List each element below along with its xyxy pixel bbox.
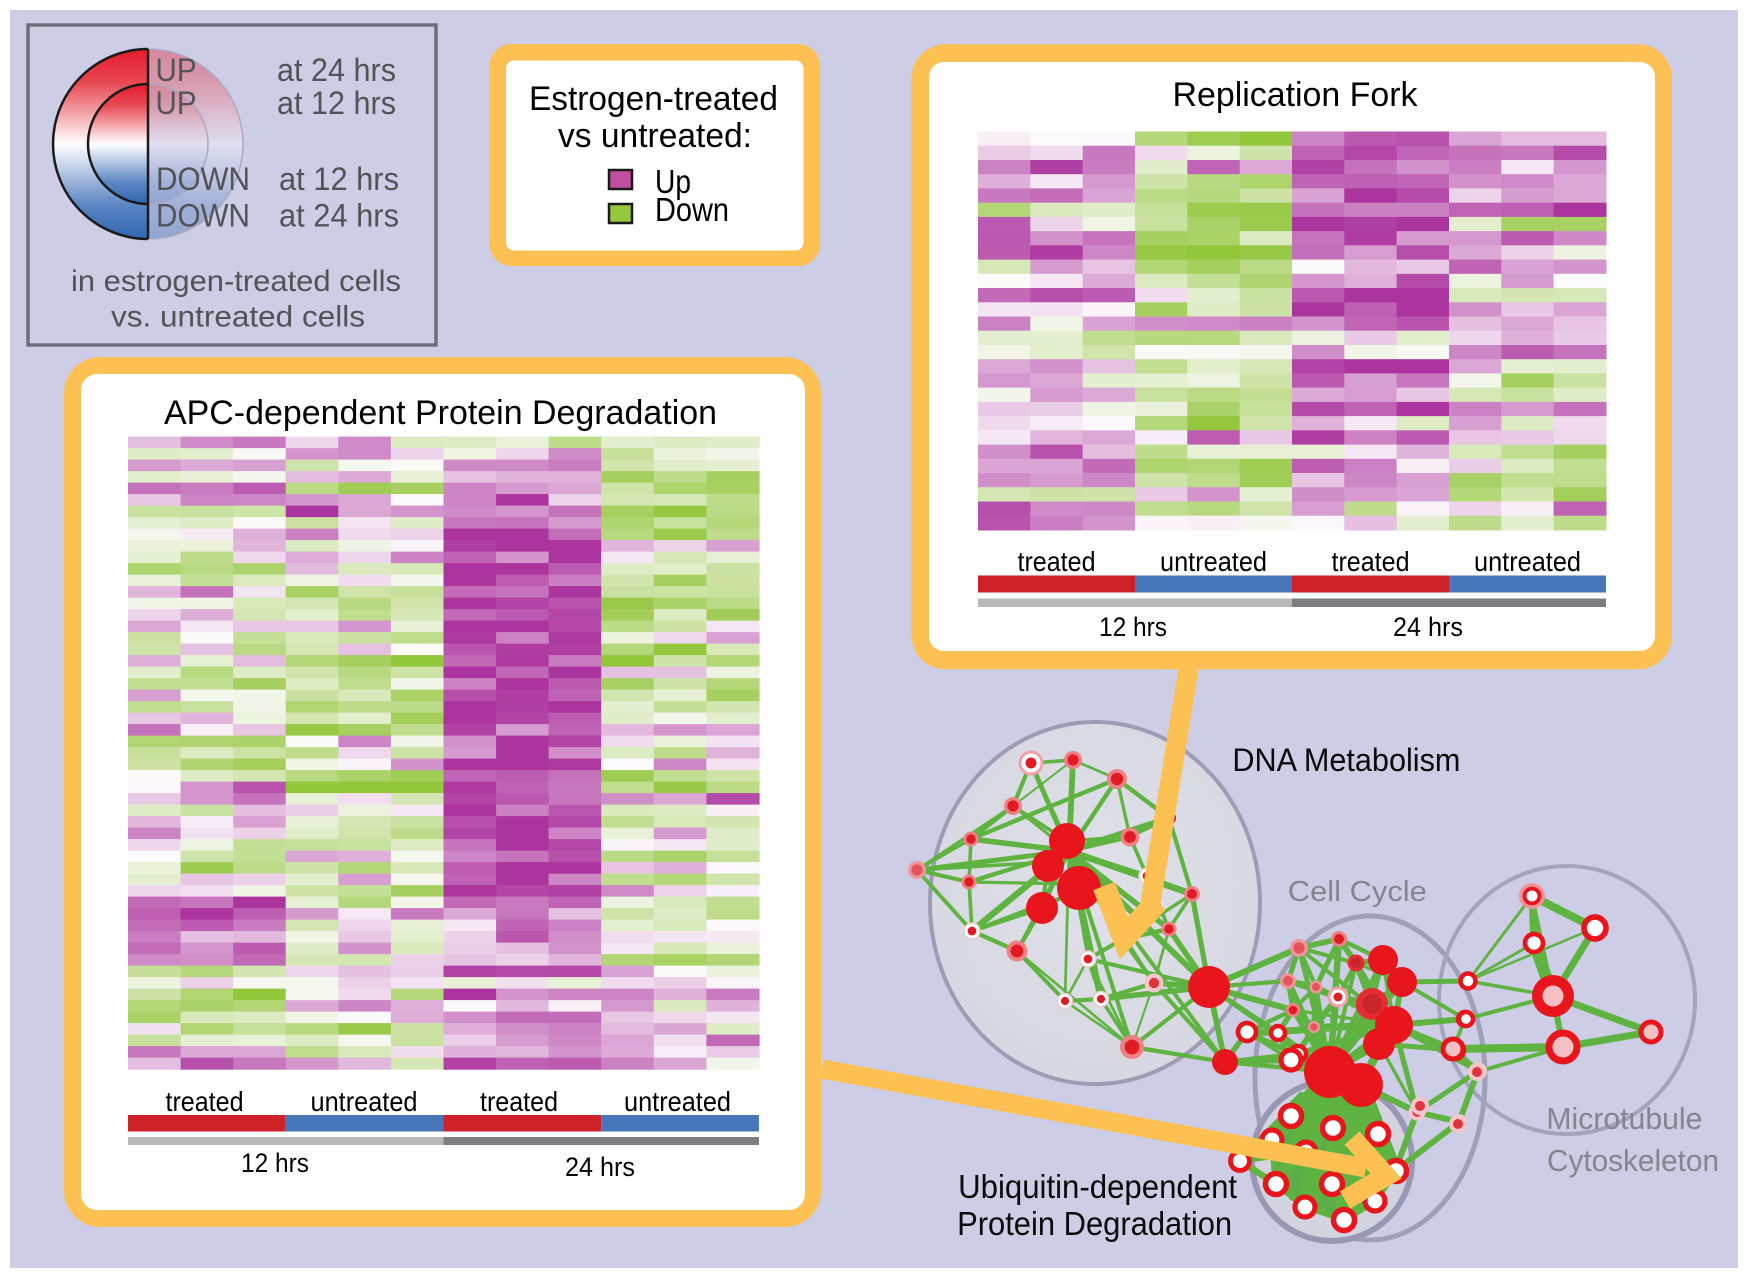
svg-text:treated: treated (1332, 546, 1410, 577)
svg-text:at 12 hrs: at 12 hrs (277, 85, 396, 121)
svg-text:Ubiquitin-dependent: Ubiquitin-dependent (958, 1168, 1237, 1205)
svg-text:Protein Degradation: Protein Degradation (957, 1205, 1232, 1242)
svg-text:untreated: untreated (1474, 546, 1581, 577)
svg-text:untreated: untreated (1160, 546, 1267, 577)
svg-text:Up: Up (655, 163, 691, 200)
svg-text:12 hrs: 12 hrs (1099, 612, 1167, 642)
svg-text:vs untreated:: vs untreated: (558, 117, 752, 155)
svg-text:Microtubule: Microtubule (1546, 1101, 1702, 1136)
svg-text:12 hrs: 12 hrs (241, 1148, 309, 1178)
svg-text:DOWN: DOWN (156, 161, 250, 197)
svg-text:APC-dependent Protein Degradat: APC-dependent Protein Degradation (164, 394, 717, 432)
svg-text:24 hrs: 24 hrs (565, 1152, 635, 1182)
svg-text:Estrogen-treated: Estrogen-treated (529, 80, 778, 118)
svg-text:DNA Metabolism: DNA Metabolism (1232, 742, 1460, 778)
svg-text:treated: treated (1018, 546, 1096, 577)
svg-text:treated: treated (166, 1086, 244, 1117)
svg-text:UP: UP (156, 52, 197, 88)
svg-text:treated: treated (480, 1086, 558, 1117)
svg-text:at 24 hrs: at 24 hrs (279, 198, 399, 234)
svg-text:at 12 hrs: at 12 hrs (279, 161, 399, 197)
svg-text:UP: UP (156, 85, 197, 121)
svg-text:Cell Cycle: Cell Cycle (1288, 876, 1427, 908)
svg-text:at 24 hrs: at 24 hrs (277, 52, 396, 88)
svg-text:Replication Fork: Replication Fork (1173, 76, 1419, 114)
svg-text:vs. untreated cells: vs. untreated cells (111, 301, 365, 334)
svg-text:24 hrs: 24 hrs (1393, 612, 1463, 642)
svg-text:in estrogen-treated cells: in estrogen-treated cells (71, 265, 401, 298)
svg-text:Cytoskeleton: Cytoskeleton (1547, 1143, 1719, 1178)
svg-text:DOWN: DOWN (156, 198, 250, 234)
svg-text:untreated: untreated (624, 1086, 731, 1117)
svg-text:untreated: untreated (311, 1086, 418, 1117)
svg-text:Down: Down (655, 191, 729, 228)
